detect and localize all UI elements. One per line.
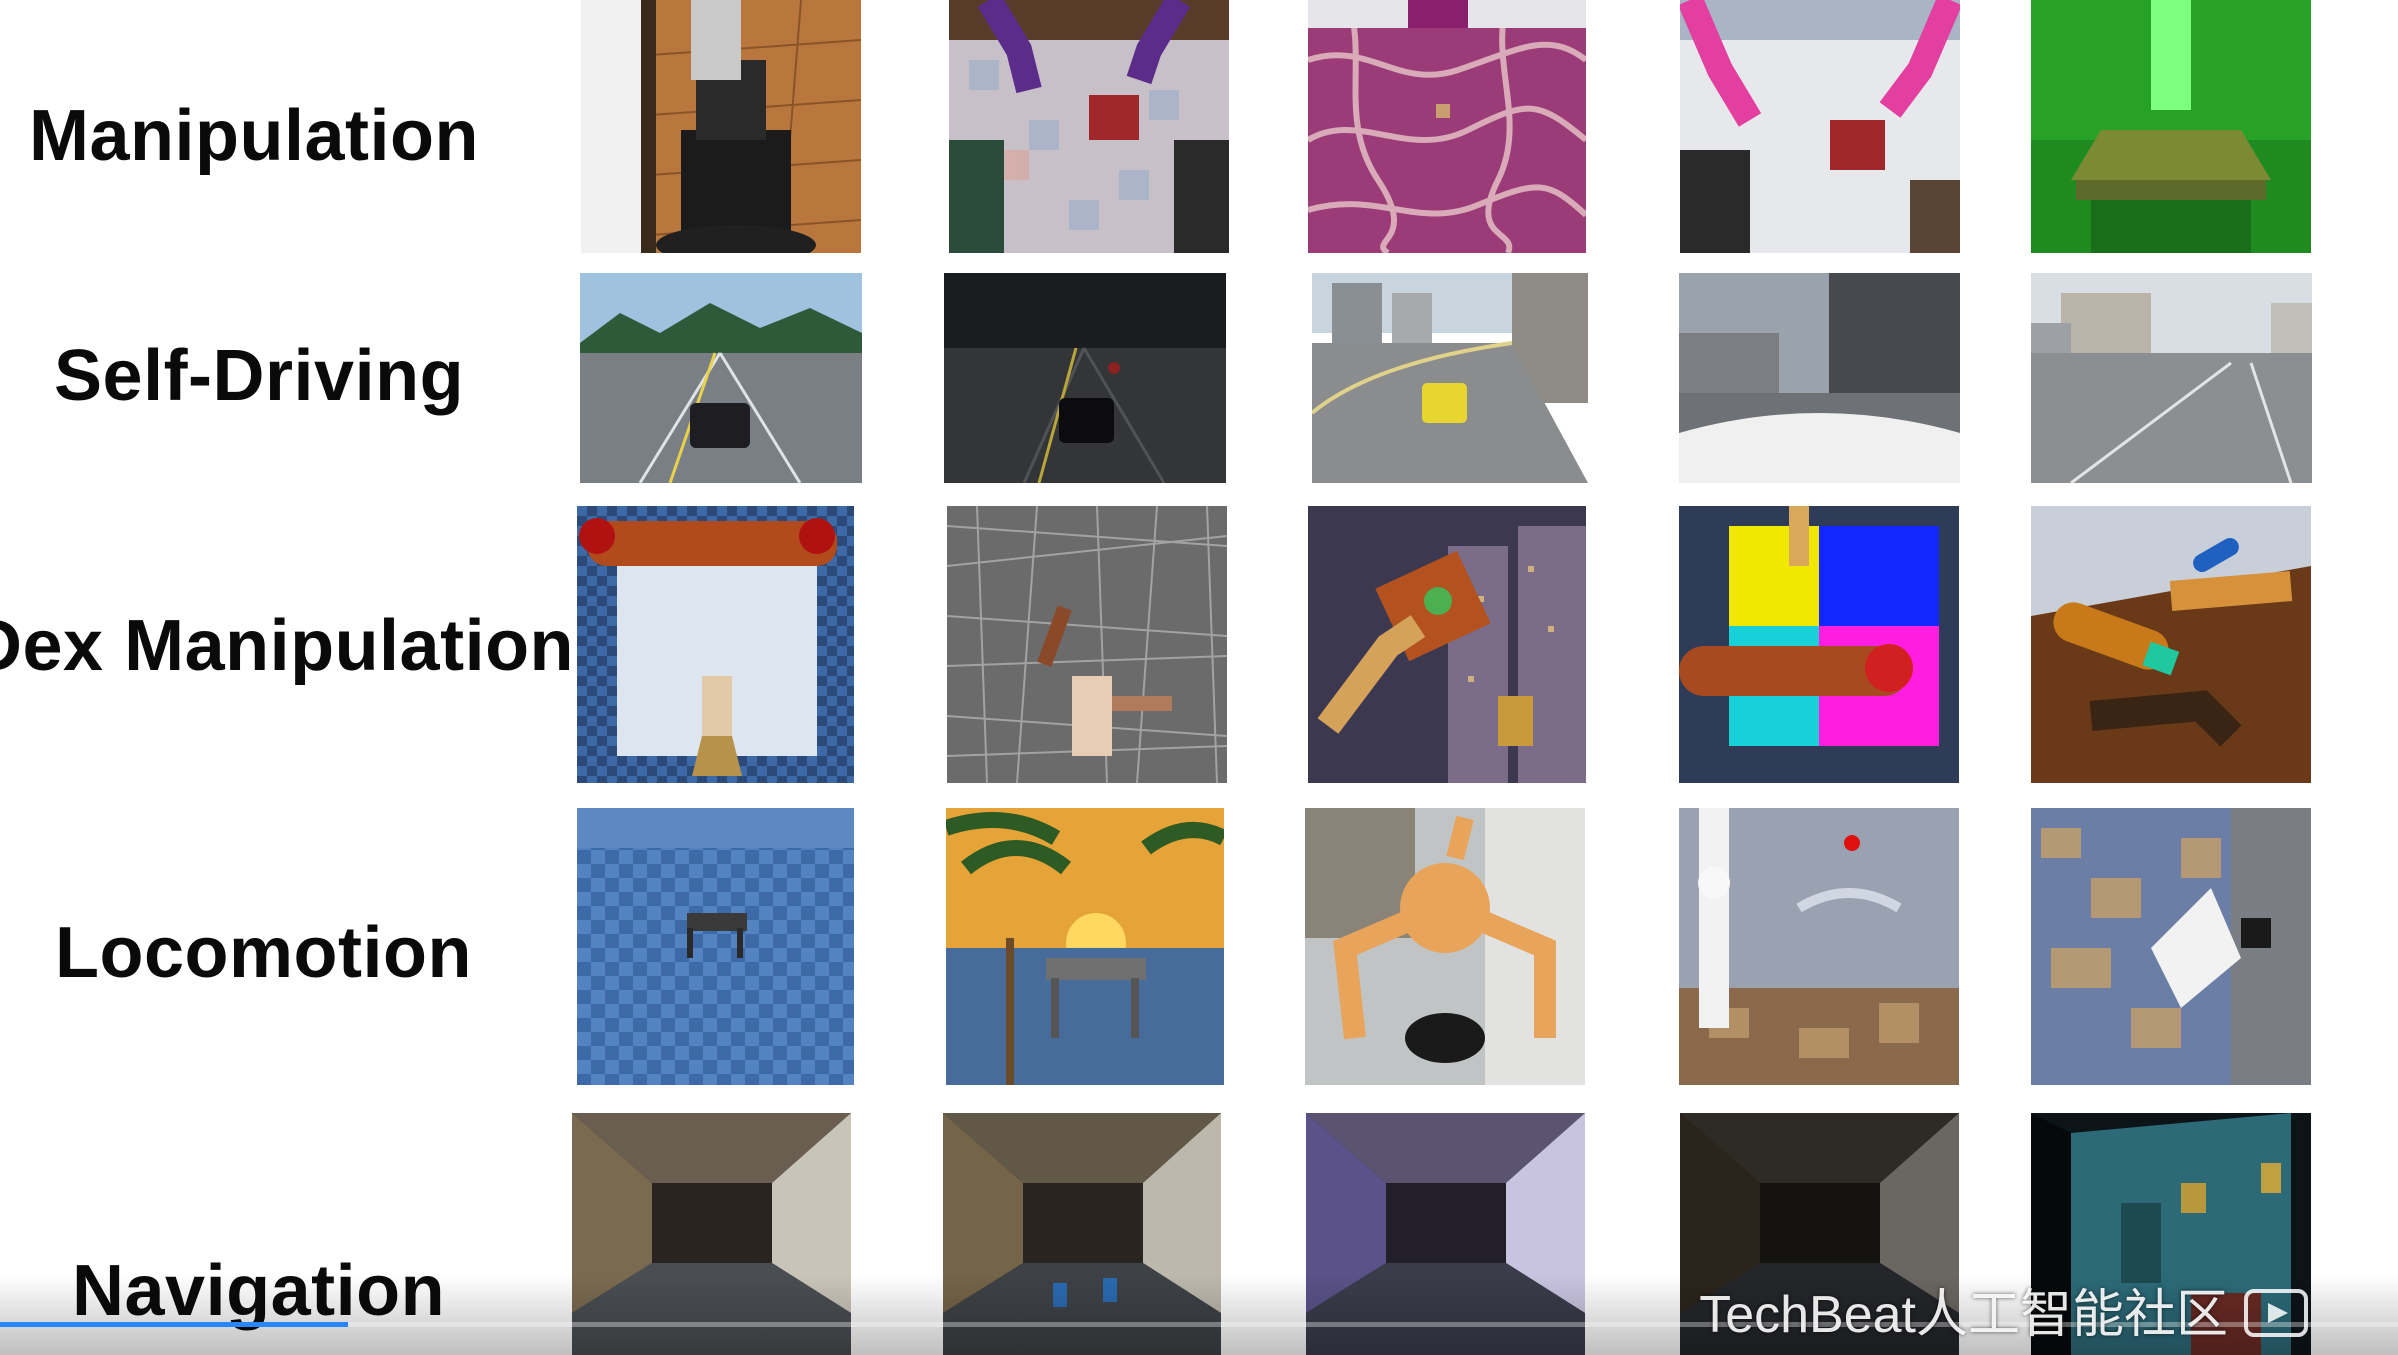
watermark-logo-icon	[2244, 1289, 2308, 1337]
dex-manipulation-image-5	[2031, 506, 2311, 783]
self-driving-image-2	[944, 273, 1226, 483]
row-label-dex-manipulation: Dex Manipulation	[0, 606, 575, 686]
self-driving-image-5	[2031, 273, 2312, 483]
manipulation-image-1	[581, 0, 861, 253]
video-progress-fill	[0, 1322, 348, 1327]
self-driving-image-4	[1679, 273, 1960, 483]
row-label-self-driving: Self-Driving	[54, 336, 465, 416]
dex-manipulation-image-4	[1679, 506, 1959, 783]
locomotion-image-2	[946, 808, 1224, 1085]
locomotion-image-1	[577, 808, 854, 1085]
video-progress-bar[interactable]	[0, 1322, 2398, 1327]
navigation-image-2	[943, 1113, 1221, 1355]
navigation-image-5	[2031, 1113, 2311, 1355]
locomotion-image-3	[1305, 808, 1585, 1085]
locomotion-image-4	[1679, 808, 1959, 1085]
navigation-image-4	[1680, 1113, 1959, 1355]
self-driving-image-1	[580, 273, 862, 483]
manipulation-image-5	[2031, 0, 2311, 253]
dex-manipulation-image-1	[577, 506, 854, 783]
row-label-navigation: Navigation	[72, 1250, 445, 1332]
navigation-image-3	[1306, 1113, 1585, 1355]
locomotion-image-5	[2031, 808, 2311, 1085]
manipulation-image-2	[949, 0, 1229, 253]
manipulation-image-4	[1680, 0, 1960, 253]
manipulation-image-3	[1308, 0, 1586, 253]
self-driving-image-3	[1312, 273, 1588, 483]
row-label-manipulation: Manipulation	[29, 96, 479, 176]
watermark-text: TechBeat人工智能社区	[1699, 1286, 2228, 1344]
player-bottom-shade	[0, 1275, 2398, 1355]
row-label-locomotion: Locomotion	[55, 913, 472, 993]
navigation-image-1	[572, 1113, 851, 1355]
dex-manipulation-image-2	[947, 506, 1227, 783]
dex-manipulation-image-3	[1308, 506, 1586, 783]
